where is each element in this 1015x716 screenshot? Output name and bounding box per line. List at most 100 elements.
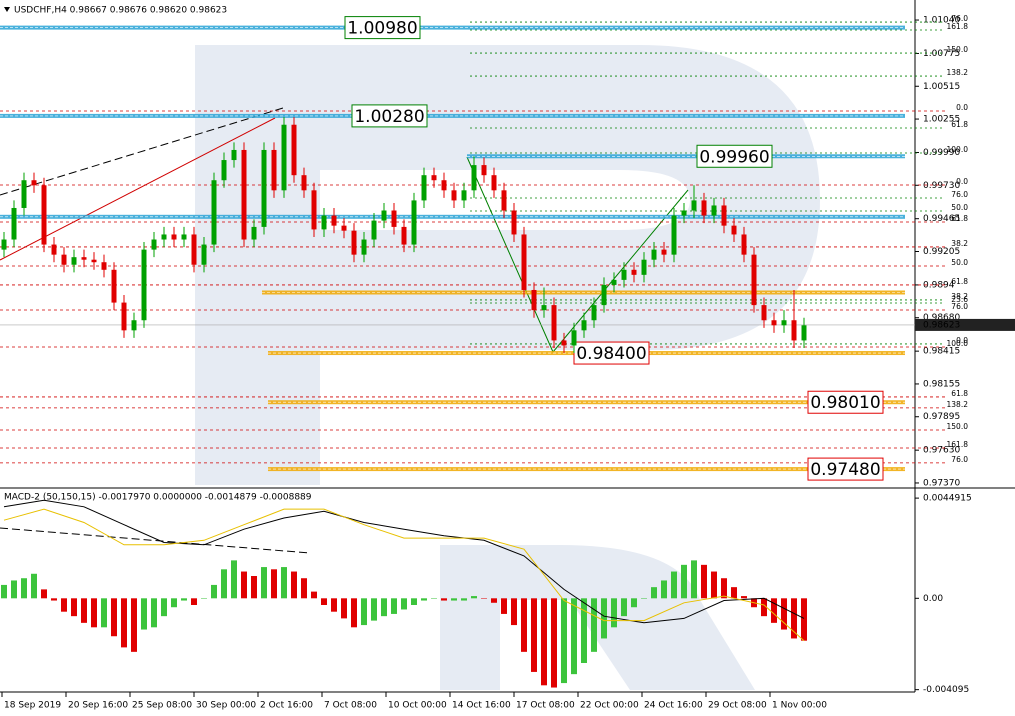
fib-label: 0.0 xyxy=(956,177,968,186)
candle-body xyxy=(91,259,97,263)
macd-bar xyxy=(141,598,147,630)
candle-body xyxy=(61,254,67,265)
macd-bar xyxy=(211,584,217,599)
macd-bar xyxy=(411,598,417,605)
y-tick-label: 0.98415 xyxy=(923,347,960,357)
macd-bar xyxy=(431,598,437,599)
macd-bar xyxy=(301,578,307,599)
level-label: 1.00980 xyxy=(347,19,417,39)
macd-bar xyxy=(41,589,47,599)
macd-bar xyxy=(391,598,397,614)
level-band xyxy=(467,154,905,159)
level-label: 0.98010 xyxy=(810,393,880,413)
macd-bar xyxy=(341,598,347,619)
macd-bar xyxy=(101,598,107,628)
fib-label: 150.0 xyxy=(947,45,969,54)
candle-body xyxy=(291,124,297,176)
candle-body xyxy=(531,289,537,311)
candle-body xyxy=(651,249,657,260)
macd-bar xyxy=(491,598,497,603)
macd-bar xyxy=(711,571,717,599)
macd-bar xyxy=(201,598,207,599)
candle-body xyxy=(301,175,307,191)
level-label: 0.98400 xyxy=(576,344,646,364)
y-tick-label: 0.97630 xyxy=(923,446,960,456)
macd-bar xyxy=(1,584,7,599)
level-label-box xyxy=(344,16,421,40)
candle-body xyxy=(211,180,217,245)
candle-body xyxy=(641,259,647,275)
candle-body xyxy=(411,200,417,245)
macd-bar xyxy=(571,598,577,675)
y-tick-label: 0.99205 xyxy=(923,247,960,257)
macd-bar xyxy=(51,598,57,601)
y-tick-label: 0.98155 xyxy=(923,379,960,389)
y-tick-label: 0.98680 xyxy=(923,313,960,323)
fib-label: 76.0 xyxy=(951,455,968,464)
symbol-header: USDCHF,H4 0.98667 0.98676 0.98620 0.9862… xyxy=(14,6,227,16)
x-tick-label: 29 Oct 08:00 xyxy=(708,701,767,711)
fib-label: 150.0 xyxy=(947,422,969,431)
candle-body xyxy=(621,269,627,280)
candle-body xyxy=(51,244,57,255)
candle-body xyxy=(771,320,777,326)
candle-body xyxy=(541,305,547,311)
last-price-label: 0.98623 xyxy=(923,320,960,330)
candle-body xyxy=(141,249,147,321)
candle-body xyxy=(131,320,137,331)
candle-body xyxy=(451,190,457,201)
macd-bar xyxy=(551,598,557,688)
candle-body xyxy=(681,210,687,216)
macd-bar xyxy=(441,598,447,601)
fib-label: 61.8 xyxy=(951,120,968,129)
macd-bar xyxy=(131,598,137,652)
level-band xyxy=(268,400,905,405)
macd-bar xyxy=(401,598,407,610)
level-band xyxy=(268,467,905,472)
candle-body xyxy=(351,230,357,255)
macd-bar xyxy=(181,598,187,601)
macd-bar xyxy=(651,587,657,599)
x-tick-label: 14 Oct 16:00 xyxy=(452,701,511,711)
fib-label: 76.0 xyxy=(951,302,968,311)
macd-bar xyxy=(611,598,617,628)
fib-label: 138.2 xyxy=(947,400,969,409)
y-tick-label: 1.00255 xyxy=(923,115,960,125)
x-tick-label: 10 Oct 00:00 xyxy=(388,701,447,711)
candle-body xyxy=(791,320,797,341)
x-tick-label: 22 Oct 00:00 xyxy=(580,701,639,711)
macd-line xyxy=(3,508,805,642)
macd-bar xyxy=(731,587,737,599)
macd-bar xyxy=(541,598,547,686)
level-label: 0.99960 xyxy=(699,147,769,167)
macd-bar xyxy=(761,598,767,617)
candle-body xyxy=(551,305,557,341)
fib-label: 100.0 xyxy=(947,145,969,154)
macd-bar xyxy=(771,598,777,623)
level-label-box xyxy=(807,390,884,414)
candle-body xyxy=(691,200,697,211)
candle-body xyxy=(241,149,247,240)
candle-body xyxy=(491,175,497,191)
candle-body xyxy=(281,124,287,191)
x-tick-label: 2 Oct 16:00 xyxy=(260,701,313,711)
macd-bar xyxy=(661,580,667,599)
macd-bar xyxy=(581,598,587,663)
macd-bar xyxy=(621,598,627,617)
menu-arrow[interactable] xyxy=(4,7,10,12)
fib-label: 76.0 xyxy=(951,14,968,23)
candle-body xyxy=(11,207,17,240)
fib-label: 23.6 xyxy=(951,295,968,304)
macd-bar xyxy=(331,598,337,612)
macd-bar xyxy=(681,564,687,599)
macd-bar xyxy=(671,571,677,599)
candle-body xyxy=(271,149,277,191)
macd-bar xyxy=(701,564,707,599)
macd-bar xyxy=(81,598,87,623)
candle-body xyxy=(161,234,167,240)
macd-bar xyxy=(311,591,317,599)
fib-label: 100.0 xyxy=(947,339,969,348)
macd-bar xyxy=(351,598,357,628)
candle-body xyxy=(511,210,517,235)
